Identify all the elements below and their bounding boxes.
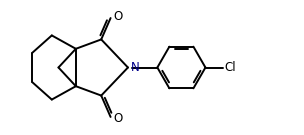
Text: Cl: Cl xyxy=(224,61,236,74)
Text: O: O xyxy=(113,112,123,125)
Text: O: O xyxy=(113,10,123,23)
Text: N: N xyxy=(131,61,139,74)
